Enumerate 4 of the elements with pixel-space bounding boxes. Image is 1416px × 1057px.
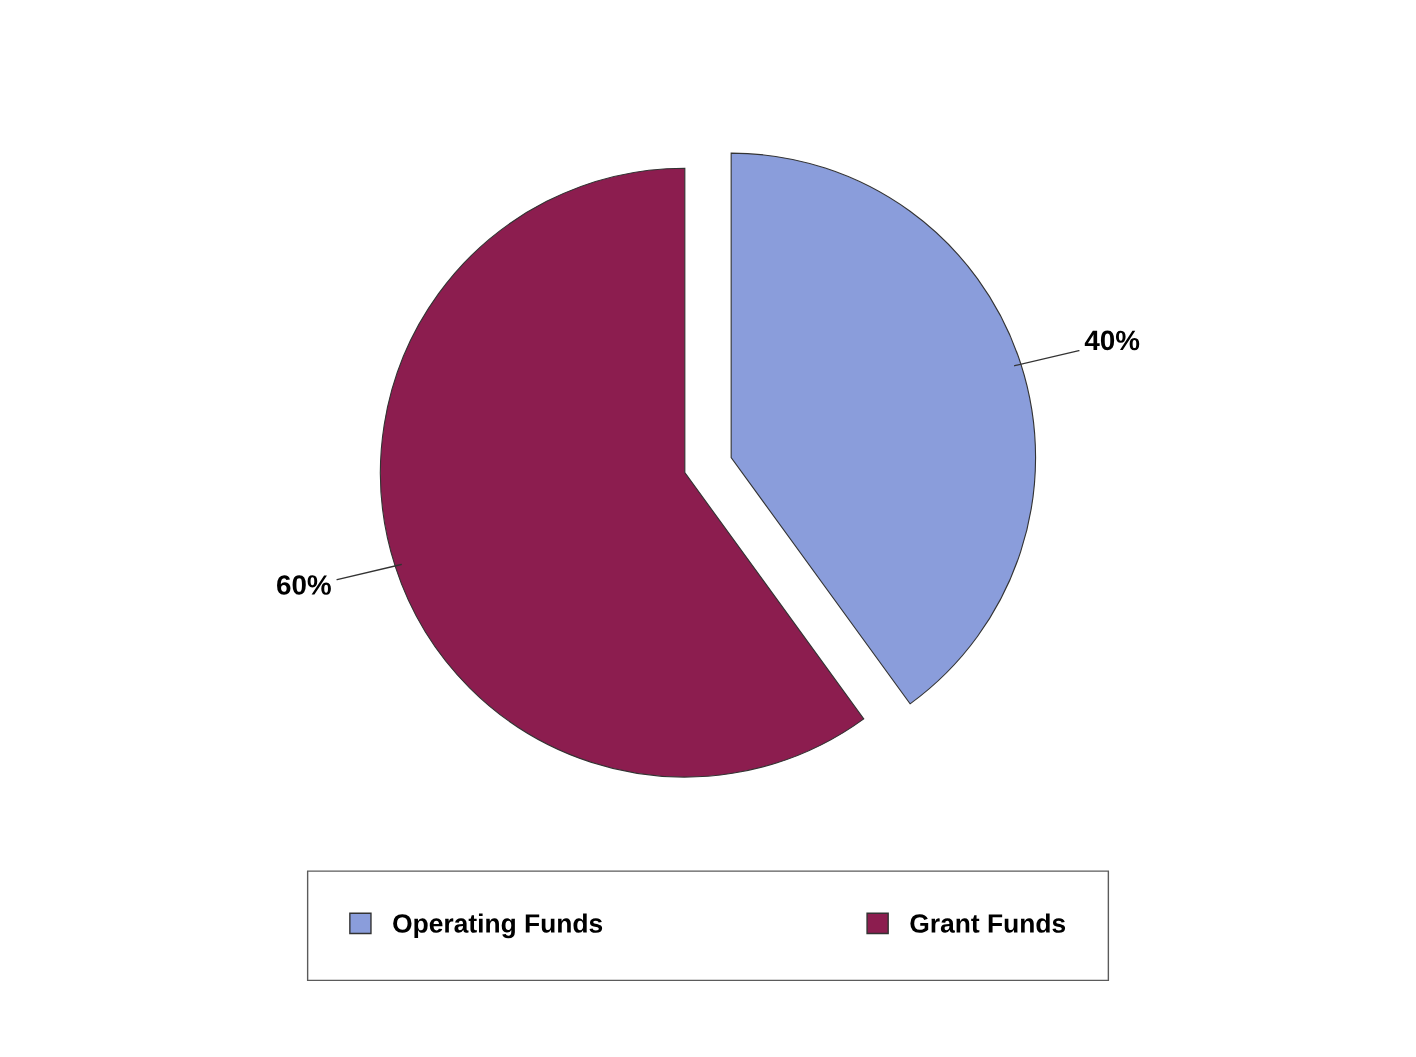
data-label: 60% xyxy=(277,575,331,595)
legend-label: Grant Funds xyxy=(910,913,1066,933)
legend-label: Operating Funds xyxy=(393,913,603,939)
data-label: 40% xyxy=(1084,330,1140,351)
